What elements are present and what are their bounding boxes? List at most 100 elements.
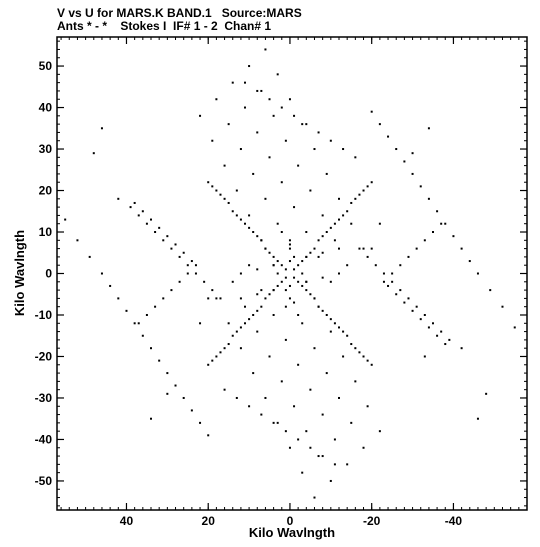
uv-point: [436, 210, 439, 213]
uv-point: [239, 326, 242, 329]
uv-point: [354, 380, 357, 383]
uv-point: [239, 297, 242, 300]
uv-point: [321, 309, 324, 312]
uv-point: [264, 247, 267, 250]
uv-point: [288, 260, 291, 263]
y-tick-label: 40: [39, 101, 53, 115]
uv-point: [333, 463, 336, 466]
uv-point: [317, 255, 320, 258]
uv-point: [260, 413, 263, 416]
uv-point: [219, 193, 222, 196]
uv-point: [366, 185, 369, 188]
uv-point: [338, 218, 340, 221]
uv-point: [325, 313, 328, 316]
x-tick-label: 0: [287, 514, 294, 528]
uv-point: [338, 197, 340, 200]
uv-point: [476, 272, 479, 275]
uv-point: [109, 284, 112, 287]
uv-point: [231, 81, 234, 84]
uv-point: [427, 127, 430, 130]
uv-point: [88, 255, 91, 258]
uv-point: [284, 139, 287, 142]
uv-point: [268, 251, 271, 254]
uv-point: [227, 123, 230, 126]
uv-point: [260, 239, 263, 242]
uv-point: [276, 222, 279, 225]
uv-point: [268, 355, 271, 358]
uv-point: [407, 255, 410, 258]
uv-point: [117, 197, 120, 200]
uv-point: [325, 372, 328, 375]
uv-point: [411, 309, 414, 312]
uv-point: [244, 322, 246, 325]
uv-point: [215, 297, 218, 300]
uv-point: [272, 114, 275, 117]
uv-point: [403, 301, 406, 304]
uv-point: [444, 343, 447, 346]
uv-point: [378, 123, 381, 126]
uv-point: [215, 355, 218, 358]
uv-point: [452, 235, 455, 238]
uv-point: [374, 264, 377, 267]
uv-point: [186, 272, 189, 275]
uv-point: [432, 231, 434, 234]
x-axis-title: Kilo Wavlngth: [249, 525, 335, 540]
uv-point: [141, 210, 144, 213]
uv-point: [440, 330, 443, 333]
uv-point: [182, 396, 185, 399]
uv-point: [244, 106, 246, 109]
uv-point: [256, 235, 259, 238]
uv-point: [100, 272, 103, 275]
uv-point: [297, 363, 300, 366]
y-tick-label: 30: [39, 142, 53, 156]
uv-point: [391, 272, 394, 275]
uv-point: [301, 272, 304, 275]
uv-point: [244, 305, 246, 308]
uv-point: [309, 388, 312, 391]
uv-point: [346, 210, 349, 213]
uv-point: [244, 81, 246, 84]
uv-point: [231, 334, 234, 337]
uv-point: [92, 152, 95, 155]
y-tick-label: -40: [35, 432, 53, 446]
uv-point: [513, 326, 516, 329]
uv-point: [423, 313, 426, 316]
uv-point: [288, 284, 291, 287]
x-tick-label: 40: [120, 514, 134, 528]
uv-point: [117, 297, 120, 300]
uv-point: [399, 264, 402, 267]
uv-point: [305, 289, 308, 292]
uv-point: [460, 247, 463, 250]
y-tick-label: 50: [39, 59, 53, 73]
uv-point: [305, 123, 308, 126]
uv-point: [252, 231, 255, 234]
uv-point: [301, 123, 304, 126]
uv-point: [460, 347, 463, 350]
uv-point: [174, 243, 177, 246]
uv-point: [293, 114, 296, 117]
uv-point: [378, 430, 381, 433]
uv-point: [329, 280, 332, 283]
uv-point: [444, 222, 447, 225]
uv-point: [293, 276, 296, 279]
uv-point: [293, 206, 296, 209]
uv-point: [346, 334, 349, 337]
uv-point: [207, 434, 210, 437]
uv-point: [427, 326, 430, 329]
uv-point: [268, 156, 271, 159]
uv-point: [154, 305, 157, 308]
uv-point: [378, 222, 381, 225]
uv-point: [276, 421, 279, 424]
uv-point: [182, 251, 185, 254]
uv-point: [166, 235, 169, 238]
plot-frame: [56, 36, 528, 511]
uv-point: [301, 284, 304, 287]
uv-point: [288, 98, 291, 101]
uv-point: [423, 239, 426, 242]
uv-point: [329, 139, 332, 142]
y-axis-title: Kilo Wavlngth: [12, 230, 27, 316]
uv-point: [284, 289, 287, 292]
uv-point: [501, 305, 504, 308]
uv-point: [411, 152, 414, 155]
